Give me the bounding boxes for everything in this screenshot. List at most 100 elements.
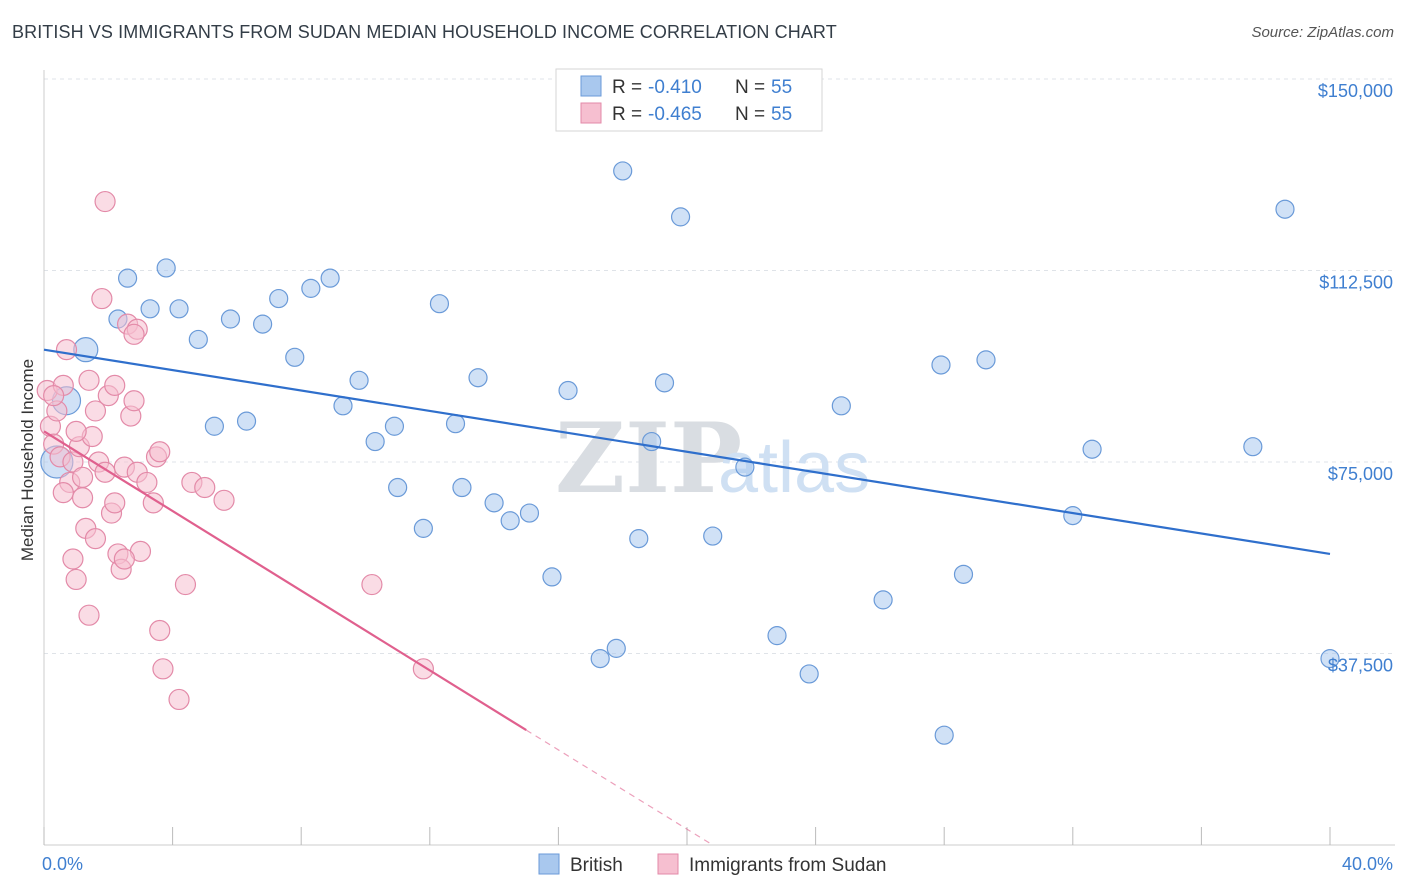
- y-tick-label-1: $75,000: [1328, 464, 1393, 484]
- sudan-point-40: [123, 323, 145, 345]
- sudan-trend-extension: [525, 729, 714, 846]
- british-point-34: [613, 161, 633, 181]
- british-point-50: [1082, 439, 1102, 459]
- sudan-point-46: [168, 688, 190, 711]
- sudan-point-31: [136, 471, 158, 494]
- british-point-4: [117, 268, 138, 288]
- legend-r-label-british: R =: [612, 77, 642, 98]
- sudan-point-15: [78, 369, 100, 391]
- sudan-point-45: [194, 476, 216, 499]
- british-point-15: [301, 278, 321, 298]
- british-point-35: [629, 528, 649, 549]
- legend-bottom-swatch-sudan: [657, 853, 679, 875]
- trend-lines: [43, 348, 1331, 846]
- x-tick-label-0: 0.0%: [42, 854, 83, 874]
- british-point-5: [140, 299, 160, 319]
- legend-r-value-sudan: -0.465: [648, 104, 702, 125]
- sudan-point-11: [71, 487, 94, 509]
- legend-n-label-sudan: N =: [735, 104, 765, 125]
- legend-r-value-british: -0.410: [648, 77, 702, 98]
- british-point-51: [1243, 437, 1263, 457]
- british-point-13: [269, 288, 289, 309]
- x-tick-labels: 0.0% 40.0%: [42, 854, 1393, 874]
- grid-lines: [44, 78, 1395, 654]
- chart-title: BRITISH VS IMMIGRANTS FROM SUDAN MEDIAN …: [12, 22, 837, 42]
- british-point-31: [558, 380, 578, 401]
- british-point-27: [484, 493, 504, 513]
- source-label: Source: ZipAtlas.com: [1251, 24, 1394, 41]
- british-point-18: [349, 370, 369, 390]
- sudan-point-47: [213, 489, 235, 511]
- legend-bottom-label-sudan: Immigrants from Sudan: [689, 855, 886, 876]
- sudan-point-36: [94, 190, 116, 213]
- british-point-48: [976, 350, 996, 370]
- british-point-7: [169, 299, 189, 319]
- british-point-46: [934, 725, 954, 745]
- sudan-point-34: [149, 441, 171, 463]
- british-point-29: [519, 503, 540, 523]
- y-tick-label-0: $37,500: [1328, 656, 1393, 676]
- british-point-14: [285, 347, 305, 367]
- british-point-20: [384, 416, 405, 436]
- british-point-37: [654, 373, 675, 393]
- british-point-47: [953, 564, 974, 584]
- sudan-point-9: [65, 568, 87, 591]
- sudan-point-42: [152, 658, 174, 680]
- sudan-point-39: [113, 548, 135, 570]
- british-point-23: [429, 294, 450, 314]
- british-point-17: [333, 396, 353, 416]
- british-point-28: [500, 511, 520, 531]
- legend-swatch-british: [580, 75, 602, 97]
- x-tick-label-1: 40.0%: [1342, 854, 1393, 874]
- british-point-11: [236, 411, 257, 431]
- british-point-24: [445, 414, 466, 434]
- sudan-point-28: [123, 390, 145, 412]
- data-points: [36, 161, 1340, 745]
- british-point-49: [1063, 506, 1083, 526]
- sudan-point-43: [174, 573, 197, 596]
- british-point-42: [799, 664, 819, 684]
- british-point-25: [452, 477, 472, 498]
- sudan-point-6: [55, 339, 78, 361]
- british-point-45: [931, 355, 951, 375]
- british-point-22: [413, 518, 433, 538]
- sudan-point-48: [361, 573, 383, 596]
- british-point-8: [188, 329, 208, 350]
- british-point-33: [606, 638, 626, 658]
- sudan-point-32: [142, 492, 164, 514]
- y-tick-label-2: $112,500: [1319, 273, 1393, 293]
- british-trend-line: [43, 348, 1331, 556]
- british-point-38: [670, 207, 691, 227]
- legend-bottom-swatch-british: [538, 853, 560, 875]
- british-point-12: [253, 314, 273, 334]
- sudan-point-53: [84, 527, 107, 550]
- british-point-52: [1275, 199, 1295, 219]
- y-tick-labels: $37,500 $75,000 $112,500 $150,000: [1318, 81, 1393, 676]
- y-axis-label: Median Household Income: [18, 359, 37, 561]
- legend-bottom-label-british: British: [570, 855, 623, 876]
- british-point-16: [320, 268, 340, 288]
- sudan-point-54: [104, 492, 126, 514]
- sudan-trend-line: [43, 430, 527, 732]
- sudan-point-22: [104, 374, 126, 396]
- british-point-41: [767, 626, 787, 646]
- british-point-9: [204, 416, 224, 436]
- british-point-30: [542, 567, 562, 587]
- british-point-19: [365, 431, 385, 452]
- sudan-point-16: [84, 400, 107, 422]
- y-tick-label-3: $150,000: [1318, 81, 1393, 101]
- sudan-point-51: [43, 385, 65, 407]
- british-point-44: [873, 590, 893, 610]
- sudan-point-13: [78, 604, 100, 626]
- legend-bottom: British Immigrants from Sudan: [538, 853, 886, 876]
- british-point-39: [703, 526, 723, 546]
- sudan-point-18: [91, 287, 113, 310]
- watermark: ZIP atlas: [555, 402, 870, 515]
- legend-swatch-sudan: [580, 102, 602, 124]
- legend-r-label-sudan: R =: [612, 104, 642, 125]
- sudan-point-37: [62, 548, 84, 570]
- sudan-point-41: [149, 619, 171, 642]
- legend-top: R = -0.410 N = 55 R = -0.465 N = 55: [555, 68, 823, 132]
- british-point-32: [590, 649, 610, 669]
- british-point-43: [831, 396, 851, 416]
